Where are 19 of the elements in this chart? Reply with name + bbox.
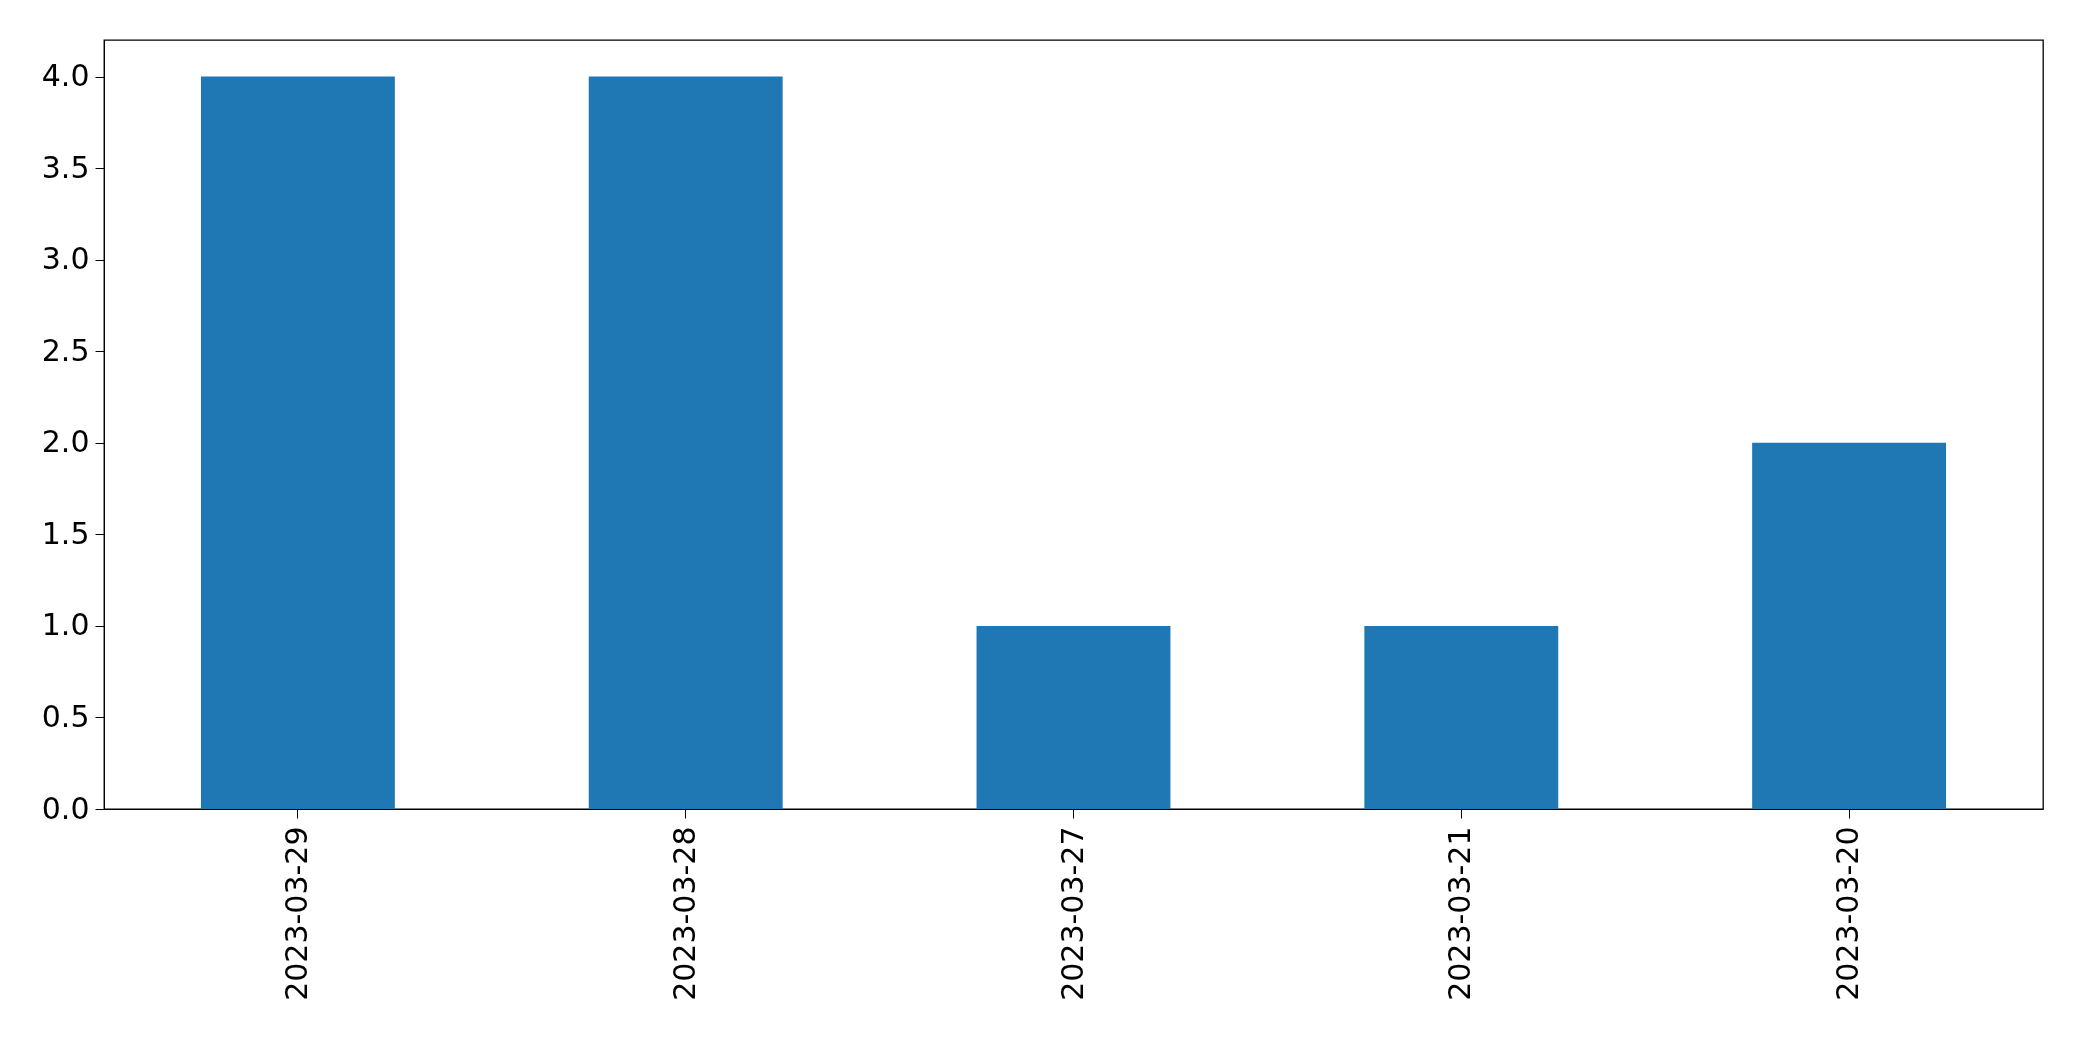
y-tick-label: 2.5 bbox=[41, 332, 90, 368]
x-tick-label: 2023-03-27 bbox=[1054, 826, 1090, 1001]
y-tick-label: 1.0 bbox=[41, 607, 90, 643]
y-tick-label: 3.0 bbox=[41, 241, 90, 277]
y-tick-label: 0.5 bbox=[41, 698, 90, 734]
x-tick-label: 2023-03-29 bbox=[278, 826, 314, 1001]
bar bbox=[1364, 625, 1559, 809]
bar bbox=[588, 76, 783, 809]
bar bbox=[200, 76, 395, 809]
y-tick-label: 4.0 bbox=[41, 58, 90, 94]
x-tick-label: 2023-03-21 bbox=[1442, 826, 1478, 1001]
y-tick-label: 0.0 bbox=[41, 790, 90, 826]
y-tick-label: 2.0 bbox=[41, 424, 90, 460]
x-tick-label: 2023-03-28 bbox=[666, 826, 702, 1001]
x-tick-label: 2023-03-20 bbox=[1830, 826, 1866, 1001]
bar bbox=[976, 625, 1171, 809]
y-tick-label: 3.5 bbox=[41, 149, 90, 185]
bar bbox=[1752, 442, 1947, 809]
y-tick-label: 1.5 bbox=[41, 515, 90, 551]
